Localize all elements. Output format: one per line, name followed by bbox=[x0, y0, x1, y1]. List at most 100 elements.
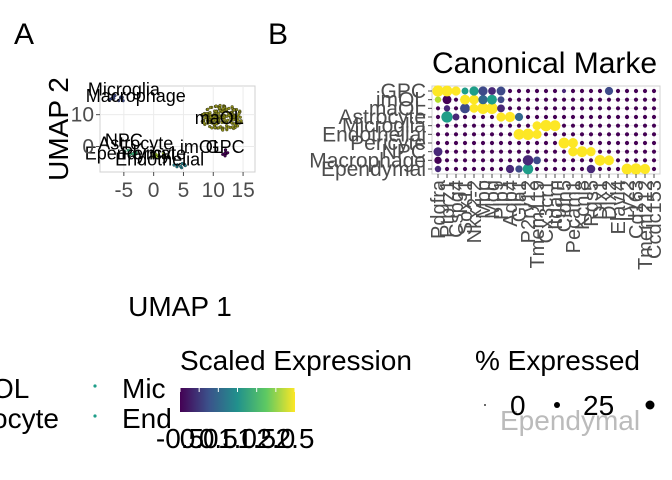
umap-point bbox=[206, 121, 210, 125]
dotplot-dot bbox=[615, 140, 621, 146]
umap-point bbox=[214, 119, 218, 123]
dotplot-dot bbox=[588, 114, 594, 120]
umap-point bbox=[202, 121, 206, 125]
dotplot-dot bbox=[552, 140, 558, 146]
dotplot-dot bbox=[588, 158, 594, 163]
dotplot-dot bbox=[642, 88, 648, 94]
dotplot-dot bbox=[488, 87, 496, 95]
dotplot-dot bbox=[615, 158, 621, 163]
umap-legend-item-4: End bbox=[122, 403, 172, 434]
dotplot-dot bbox=[543, 149, 549, 154]
umap-x-tick-label: 5 bbox=[178, 179, 190, 202]
dotplot-dot bbox=[570, 132, 576, 137]
umap-legend: OL ocyte Mic End bbox=[0, 373, 172, 434]
dotplot-dot bbox=[543, 114, 549, 120]
dotplot-dot bbox=[507, 132, 513, 137]
dotplot-dot bbox=[507, 106, 513, 111]
color-scale-tick-label: 1.5 bbox=[237, 423, 276, 454]
dotplot-dot bbox=[480, 166, 486, 172]
dotplot-dot bbox=[489, 140, 495, 146]
dotplot-dot bbox=[453, 166, 459, 172]
size-scale-legend: % Expressed Ependymal 0 25 bbox=[475, 345, 655, 436]
umap-point bbox=[208, 111, 212, 115]
dotplot-dot bbox=[504, 111, 516, 123]
dotplot-dot bbox=[624, 88, 630, 94]
umap-point bbox=[183, 164, 187, 168]
dotplot-dot bbox=[633, 132, 639, 137]
dotplot-dot bbox=[435, 106, 441, 111]
dotplot-dot bbox=[552, 88, 558, 94]
dotplot-dot bbox=[561, 132, 567, 137]
umap-y-tick-label: 10 bbox=[71, 104, 94, 127]
dotplot-dot bbox=[642, 140, 648, 146]
dotplot-dot bbox=[594, 154, 606, 166]
dotplot-dot bbox=[460, 94, 470, 105]
umap-point bbox=[237, 112, 241, 116]
dotplot-dot bbox=[606, 123, 612, 128]
dotplot-dot bbox=[480, 132, 486, 137]
dotplot-row-label: Macrophage bbox=[309, 149, 426, 172]
dotplot-dot bbox=[606, 97, 612, 102]
umap-point bbox=[232, 108, 236, 112]
dotplot-dot bbox=[624, 123, 630, 128]
dotplot-dot bbox=[441, 85, 453, 97]
umap-point bbox=[227, 125, 231, 129]
dotplot-dot bbox=[570, 158, 576, 163]
dotplot-dot bbox=[435, 114, 441, 120]
umap-cluster-label: Pericyte bbox=[121, 143, 186, 163]
dotplot-dot bbox=[533, 156, 541, 165]
dotplot-row-label: Endothelial bbox=[322, 123, 426, 146]
dotplot-dot bbox=[522, 163, 534, 175]
dotplot-dot bbox=[498, 166, 504, 172]
dotplot-dot bbox=[579, 97, 585, 102]
dotplot-dots bbox=[432, 85, 657, 175]
umap-point bbox=[219, 125, 223, 129]
dotplot-dot bbox=[480, 149, 486, 154]
dotplot-dot bbox=[642, 149, 648, 154]
dotplot-row-label: Microglia bbox=[342, 115, 426, 138]
dotplot-dot bbox=[516, 149, 522, 154]
umap-point bbox=[236, 124, 240, 128]
dotplot-dot bbox=[621, 163, 633, 175]
dotplot-dot bbox=[558, 137, 570, 149]
dotplot-gene-label: Elavl4 bbox=[608, 180, 630, 234]
dotplot-dot bbox=[489, 114, 495, 120]
dotplot-dot bbox=[633, 140, 639, 146]
dotplot-dot bbox=[443, 105, 451, 112]
size-key-50-dot bbox=[645, 400, 655, 410]
dotplot-dot bbox=[453, 140, 459, 146]
dotplot-dot bbox=[597, 97, 603, 102]
umap-x-ticks: -5 0 5 10 15 bbox=[115, 172, 255, 202]
umap-y-axis-title: UMAP 2 bbox=[43, 77, 74, 181]
dotplot-dot bbox=[462, 140, 468, 146]
dotplot-dot bbox=[606, 149, 612, 154]
dotplot-dot bbox=[552, 106, 558, 111]
color-scale-tick-label: 0.0 bbox=[180, 423, 219, 454]
dotplot-dot bbox=[588, 140, 594, 146]
dotplot-dot bbox=[516, 123, 522, 128]
dotplot-dot bbox=[525, 140, 531, 146]
color-scale-tick-label: 2.5 bbox=[276, 423, 315, 454]
dotplot-dot bbox=[552, 149, 558, 154]
color-scale-tick-label: 2.0 bbox=[256, 423, 295, 454]
dotplot-gene-label: Kcnj8 bbox=[572, 180, 594, 230]
dotplot-gene-label: Rgs5 bbox=[581, 180, 603, 227]
dotplot-dot bbox=[579, 123, 585, 128]
dotplot-dot bbox=[480, 140, 486, 146]
dotplot-dot bbox=[570, 166, 576, 172]
dotplot-gene-label: Cspg4 bbox=[446, 180, 468, 238]
umap-point bbox=[227, 113, 231, 117]
dotplot-dot bbox=[534, 88, 540, 94]
dotplot-dot bbox=[606, 106, 612, 111]
dotplot-dot bbox=[615, 149, 621, 154]
umap-point bbox=[175, 163, 179, 167]
dotplot-dot bbox=[570, 123, 576, 128]
umap-x-tick-label: 15 bbox=[231, 179, 254, 202]
dotplot-dot bbox=[496, 86, 506, 96]
umap-point bbox=[221, 107, 225, 111]
dotplot-dot bbox=[642, 97, 648, 102]
dotplot-dot bbox=[651, 149, 657, 154]
dotplot-dot bbox=[639, 163, 651, 175]
dotplot-dot bbox=[543, 106, 549, 111]
